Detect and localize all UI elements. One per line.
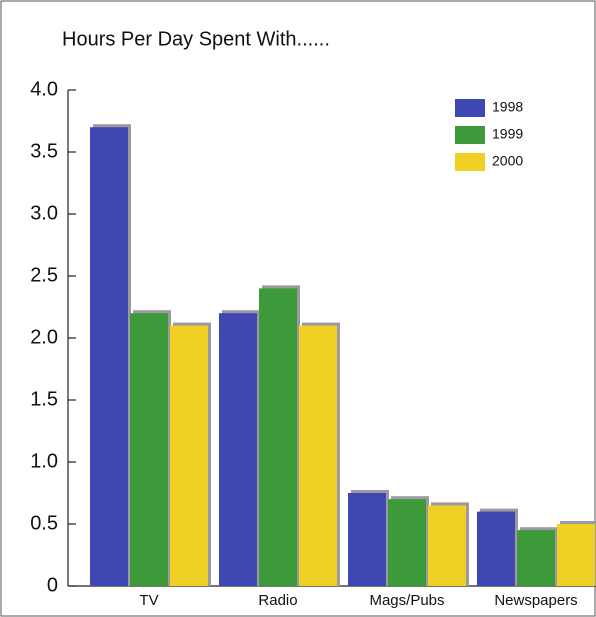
- legend-label: 1998: [492, 99, 523, 115]
- bar: [299, 325, 337, 586]
- bar: [388, 499, 426, 586]
- legend-label: 1999: [492, 126, 523, 142]
- bar: [219, 313, 257, 586]
- bar: [477, 511, 515, 586]
- bar: [557, 524, 595, 586]
- x-tick-label: Radio: [258, 592, 297, 609]
- x-tick-label: Mags/Pubs: [369, 592, 444, 609]
- y-tick-label: 3.0: [30, 202, 58, 224]
- chart-title: Hours Per Day Spent With......: [62, 28, 330, 50]
- y-tick-label: 1.5: [30, 388, 58, 410]
- bar: [348, 493, 386, 586]
- y-tick-label: 0: [47, 574, 58, 596]
- bar: [130, 313, 168, 586]
- x-tick-label: Newspapers: [494, 592, 577, 609]
- bar: [259, 288, 297, 586]
- y-tick-label: 1.0: [30, 450, 58, 472]
- bar: [90, 127, 128, 586]
- y-tick-label: 2.0: [30, 326, 58, 348]
- y-tick-label: 0.5: [30, 512, 58, 534]
- bar: [428, 505, 466, 586]
- y-tick-label: 3.5: [30, 140, 58, 162]
- bar: [170, 325, 208, 586]
- legend-swatch: [455, 153, 485, 171]
- x-tick-label: TV: [139, 592, 158, 609]
- legend-label: 2000: [492, 153, 523, 169]
- y-tick-label: 4.0: [30, 78, 58, 100]
- legend-swatch: [455, 99, 485, 117]
- bar: [517, 530, 555, 586]
- y-tick-label: 2.5: [30, 264, 58, 286]
- legend-swatch: [455, 126, 485, 144]
